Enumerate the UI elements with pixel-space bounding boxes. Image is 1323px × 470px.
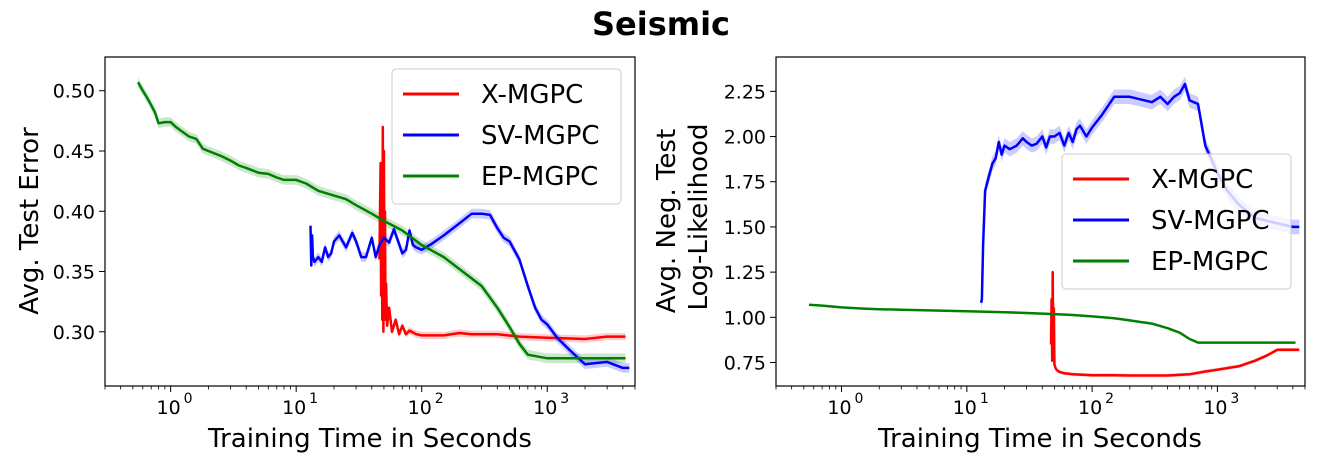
chart-test-error: 10 0 10 1 10 2 10 30.300.350.400.450.50 Trainin… [15,56,636,454]
y-tick-label: 0.30 [53,322,95,344]
series-line-x-mgpc [378,125,626,341]
legend-label: X-MGPC [1151,165,1253,195]
x-axis-label: Training Time in Seconds [877,424,1202,454]
y-tick-label: 1.00 [724,307,766,329]
legend-box [391,68,622,205]
legend: X-MGPC SV-MGPC EP-MGPC [391,68,622,205]
series-line-x-mgpc [1049,270,1300,377]
series-line-ep-mgpc [808,303,1296,344]
x-tick-label: 10 [533,397,557,419]
legend: X-MGPC SV-MGPC EP-MGPC [1061,153,1292,290]
y-tick-label: 0.50 [53,81,95,103]
x-tick-exponent: 0 [184,391,193,407]
y-tick-label: 2.00 [724,127,766,149]
x-tick-exponent: 1 [980,391,989,407]
x-tick-exponent: 1 [309,391,318,407]
x-tick-label: 10 [282,397,306,419]
plot-frame [104,56,636,387]
x-tick-exponent: 3 [1230,391,1239,407]
legend-label: SV-MGPC [481,121,600,151]
legend-label: EP-MGPC [1151,247,1268,277]
series-band [310,208,630,373]
y-tick-label: 1.25 [724,262,766,284]
y-tick-label: 2.25 [724,81,766,103]
y-tick-label: 0.40 [53,201,95,223]
y-axis-label-line2: Log-Likelihood [684,124,714,311]
legend-label: X-MGPC [481,80,583,110]
x-tick-exponent: 2 [435,391,444,407]
x-axis-label: Training Time in Seconds [207,424,532,454]
y-axis-label-line1: Avg. Neg. Test [652,129,682,313]
figure-title: Seismic [592,5,730,43]
legend-label: EP-MGPC [481,162,598,192]
y-tick-label: 1.75 [724,172,766,194]
x-tick-label: 10 [1203,397,1227,419]
x-tick-exponent: 0 [855,391,864,407]
series-line-sv-mgpc [309,212,630,370]
x-tick-label: 10 [953,397,977,419]
plot-frame [775,56,1306,387]
y-axis-label: Avg. Test Error [15,127,45,315]
chart-neg-log-likelihood: 10 0 10 1 10 2 10 30.751.001.251.501.752.002.25… [652,56,1306,454]
y-tick-label: 0.75 [724,353,766,375]
x-tick-label: 10 [1078,397,1102,419]
legend-label: SV-MGPC [1151,206,1270,236]
x-tick-label: 10 [408,397,432,419]
x-tick-label: 10 [827,397,851,419]
x-tick-exponent: 3 [560,391,569,407]
series-line-ep-mgpc [136,81,626,360]
series-line-sv-mgpc [979,82,1300,304]
y-tick-label: 0.35 [53,262,95,284]
legend-box [1061,153,1292,290]
y-tick-label: 1.50 [724,217,766,239]
x-tick-label: 10 [157,397,181,419]
y-tick-label: 0.45 [53,141,95,163]
x-tick-exponent: 2 [1105,391,1114,407]
